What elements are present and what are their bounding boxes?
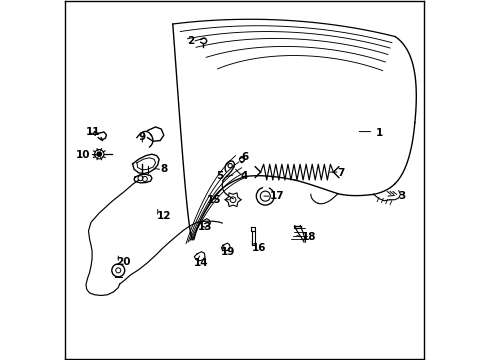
- Text: 20: 20: [116, 257, 131, 267]
- Circle shape: [97, 152, 101, 156]
- Text: 4: 4: [241, 171, 248, 181]
- Text: 13: 13: [198, 222, 212, 231]
- Text: 5: 5: [215, 171, 223, 181]
- Text: 12: 12: [156, 211, 171, 221]
- Text: 2: 2: [187, 36, 194, 46]
- Text: 8: 8: [160, 164, 167, 174]
- Text: 3: 3: [398, 191, 405, 201]
- Text: 9: 9: [139, 132, 145, 142]
- Text: 18: 18: [301, 232, 316, 242]
- Text: 15: 15: [206, 195, 221, 205]
- Text: 17: 17: [269, 191, 284, 201]
- Text: 7: 7: [337, 168, 345, 178]
- Text: 16: 16: [251, 243, 265, 253]
- Text: 19: 19: [221, 247, 235, 257]
- Text: 14: 14: [194, 258, 208, 268]
- Text: 10: 10: [76, 150, 90, 160]
- Text: 1: 1: [375, 129, 382, 138]
- Text: 6: 6: [241, 152, 247, 162]
- Text: 11: 11: [86, 127, 101, 136]
